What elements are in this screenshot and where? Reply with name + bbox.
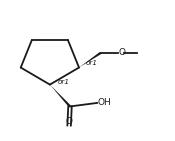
Text: OH: OH [98,98,112,107]
Polygon shape [79,52,102,68]
Text: or1: or1 [58,80,70,85]
Polygon shape [50,85,71,107]
Text: O: O [118,48,125,57]
Text: O: O [66,117,73,126]
Text: or1: or1 [86,60,98,66]
